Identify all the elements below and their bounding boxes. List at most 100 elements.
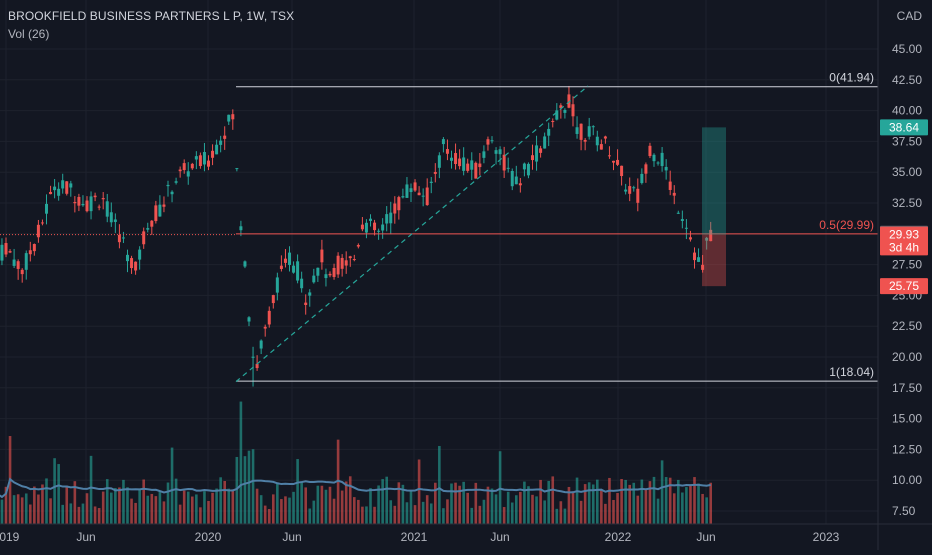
candle-body — [397, 197, 401, 211]
volume-bar — [357, 499, 360, 524]
volume-bar — [324, 489, 328, 524]
volume-bar — [434, 482, 437, 524]
volume-bar — [93, 506, 97, 524]
volume-bar — [288, 497, 291, 524]
volume-bar — [506, 491, 510, 524]
candle-body — [620, 165, 624, 177]
candle-body — [607, 155, 611, 157]
volume-bar — [656, 498, 660, 524]
candle-body — [437, 155, 441, 168]
volume-bar — [502, 507, 506, 524]
volume-bar — [231, 489, 235, 524]
candle-body — [134, 261, 138, 271]
candle-body — [243, 261, 247, 267]
candle-body — [421, 195, 425, 197]
volume-bar — [470, 507, 474, 524]
candle-body — [474, 162, 478, 179]
candle-body — [352, 259, 356, 261]
volume-bar — [280, 499, 283, 524]
candle-body — [223, 135, 227, 139]
candle-body — [105, 201, 109, 217]
volume-bar — [681, 492, 684, 524]
candle-body — [356, 245, 360, 247]
candle-body — [275, 277, 279, 293]
candle-body — [389, 212, 393, 224]
volume-bar — [405, 502, 409, 524]
candle-body — [8, 251, 12, 253]
volume-bar — [555, 508, 559, 524]
candle-body — [652, 154, 656, 162]
volume-bar — [519, 491, 522, 524]
candle-body — [518, 183, 522, 186]
candle-body — [429, 181, 433, 183]
volume-bar — [89, 455, 93, 524]
volume-bar — [178, 504, 182, 524]
candle-body — [235, 168, 239, 170]
candle-body — [393, 203, 397, 214]
candle-body — [283, 258, 287, 263]
volume-bar — [474, 482, 478, 524]
candle-body — [304, 302, 308, 306]
volume-bar — [490, 488, 494, 524]
candle-body — [308, 292, 312, 296]
candle-body — [130, 258, 134, 269]
candle-body — [697, 257, 701, 262]
volume-bar — [591, 484, 595, 524]
fib-level-label: 0(41.94) — [829, 71, 874, 85]
candle-body — [693, 252, 696, 261]
volume-bar — [685, 487, 688, 524]
volume-bar — [316, 485, 320, 524]
candle-body — [49, 191, 53, 195]
candle-body — [360, 224, 364, 230]
candle-body — [470, 160, 474, 170]
volume-bar — [527, 486, 530, 524]
candle-body — [405, 184, 409, 198]
price-tag-label: 3d 4h — [889, 240, 919, 254]
volume-bar — [438, 445, 441, 524]
candle-body — [328, 273, 332, 276]
candle-body — [676, 212, 680, 214]
candle-body — [150, 220, 154, 227]
candle-body — [20, 269, 24, 275]
candle-body — [510, 170, 514, 187]
volume-bar — [105, 479, 109, 524]
volume-bar — [24, 493, 28, 524]
candle-body — [709, 229, 713, 242]
candle-body — [640, 173, 644, 184]
volume-bar — [571, 491, 575, 524]
candle-body — [381, 224, 385, 231]
candle-body — [16, 261, 20, 269]
candle-body — [490, 140, 494, 142]
volume-bar — [660, 460, 664, 524]
volume-bar — [223, 481, 226, 524]
volume-bar — [203, 491, 206, 524]
candle-body — [514, 176, 518, 185]
candle-body — [198, 155, 202, 167]
volume-bar — [531, 494, 534, 524]
volume-bar — [579, 500, 583, 524]
volume-bar — [429, 503, 433, 524]
candle-body — [482, 151, 486, 158]
volume-bar — [267, 508, 271, 524]
x-tick-label: 2021 — [401, 530, 428, 544]
volume-bar — [118, 487, 121, 524]
volume-bar — [332, 498, 336, 524]
volume-bar — [207, 500, 210, 524]
candle-body — [211, 150, 215, 158]
volume-bar — [640, 479, 644, 524]
volume-bar — [37, 494, 40, 524]
price-tag-label: 25.75 — [889, 279, 919, 293]
volume-indicator-label[interactable]: Vol (26) — [8, 27, 50, 41]
x-tick-label: 2022 — [605, 530, 632, 544]
volume-bar — [320, 485, 324, 524]
candle-body — [417, 192, 421, 196]
candle-body — [162, 204, 166, 207]
x-tick-label: 2023 — [813, 530, 840, 544]
candle-body — [445, 149, 449, 154]
candle-body — [547, 128, 551, 136]
candle-body — [344, 260, 348, 266]
volume-bar — [227, 488, 231, 524]
volume-bar — [255, 488, 259, 524]
